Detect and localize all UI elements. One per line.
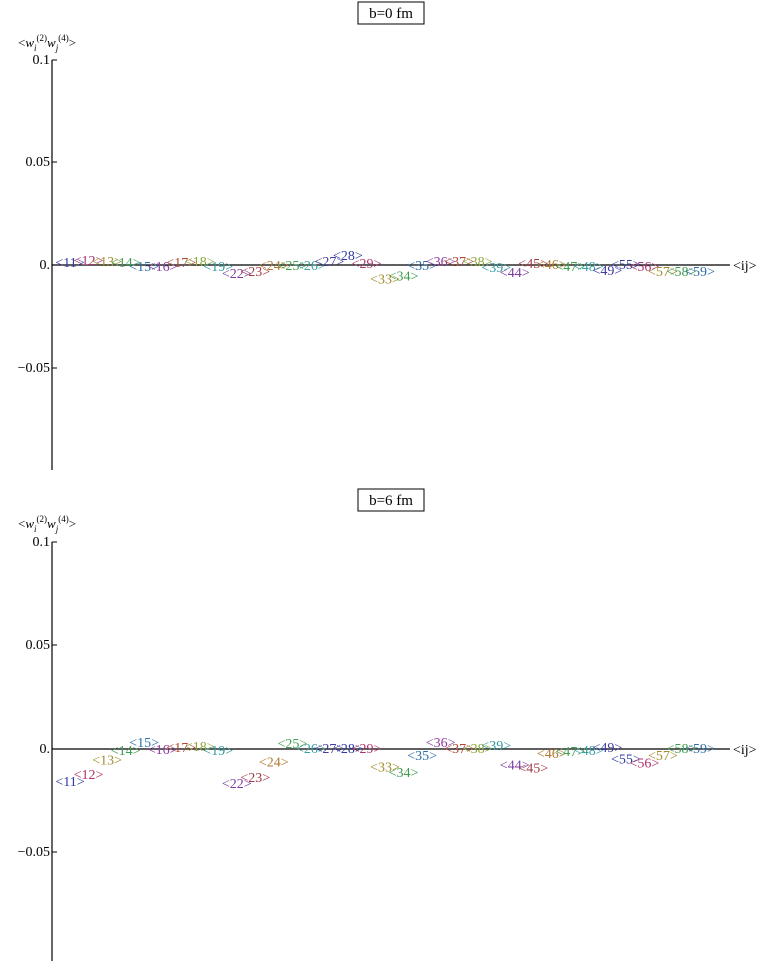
data-point-39: <39> bbox=[481, 261, 511, 276]
data-point-46: <46> bbox=[537, 258, 567, 273]
data-point-16: <16> bbox=[148, 260, 178, 275]
data-point-58: <58> bbox=[667, 265, 697, 280]
data-point-27: <27> bbox=[315, 255, 345, 270]
data-point-36: <36> bbox=[426, 736, 456, 751]
data-point-18: <18> bbox=[185, 740, 215, 755]
data-point-25: <25> bbox=[278, 737, 308, 752]
title-box bbox=[357, 488, 425, 512]
y-tick-label-0.1: 0.1 bbox=[33, 53, 51, 68]
data-point-24: <24> bbox=[259, 755, 289, 770]
data-point-24: <24> bbox=[259, 259, 289, 274]
data-point-11: <11> bbox=[55, 256, 84, 271]
chart-title: b=6 fm bbox=[369, 493, 413, 509]
data-point-48: <48> bbox=[574, 260, 604, 275]
data-point-59: <59> bbox=[685, 265, 715, 280]
data-point-18: <18> bbox=[185, 255, 215, 270]
data-point-44: <44> bbox=[500, 266, 530, 281]
y-tick-label-neg0.05: −0.05 bbox=[18, 361, 50, 376]
data-point-34: <34> bbox=[389, 766, 419, 781]
data-point-34: <34> bbox=[389, 269, 419, 284]
data-point-12: <12> bbox=[74, 254, 104, 269]
data-point-46: <46> bbox=[537, 747, 567, 762]
data-point-38: <38> bbox=[463, 742, 493, 757]
y-tick-label-neg0.05: −0.05 bbox=[18, 845, 50, 860]
data-point-56: <56> bbox=[630, 260, 660, 275]
y-tick-label-0.05: 0.05 bbox=[26, 638, 51, 653]
data-point-23: <23> bbox=[240, 265, 270, 280]
data-point-15: <15> bbox=[129, 736, 159, 751]
data-point-22: <22> bbox=[222, 777, 252, 792]
data-point-45: <45> bbox=[518, 257, 548, 272]
title-box bbox=[357, 1, 425, 25]
y-tick-label-0: 0. bbox=[40, 258, 51, 273]
data-point-33: <33> bbox=[370, 272, 400, 287]
y-axis-label: <wi(2)wj(4)> bbox=[18, 33, 76, 53]
chart-title: b=0 fm bbox=[369, 6, 413, 22]
data-point-13: <13> bbox=[92, 753, 122, 768]
data-point-38: <38> bbox=[463, 255, 493, 270]
data-point-29: <29> bbox=[352, 742, 382, 757]
chart-panel-b0: b=0 fm <wi(2)wj(4)> 0.1 0.05 0. −0.05 <i… bbox=[18, 1, 757, 470]
data-point-35: <35> bbox=[407, 749, 437, 764]
data-point-17: <17> bbox=[166, 741, 196, 756]
y-tick-label-0: 0. bbox=[40, 742, 51, 757]
data-point-17: <17> bbox=[166, 256, 196, 271]
data-point-14: <14> bbox=[111, 744, 141, 759]
data-point-16: <16> bbox=[148, 743, 178, 758]
y-tick-label-0.05: 0.05 bbox=[26, 155, 51, 170]
x-axis-label: <ij> bbox=[733, 259, 757, 274]
y-axis-label: <wi(2)wj(4)> bbox=[18, 514, 76, 534]
data-point-33: <33> bbox=[370, 761, 400, 776]
data-point-29: <29> bbox=[352, 257, 382, 272]
data-point-28: <28> bbox=[333, 742, 363, 757]
data-point-59: <59> bbox=[685, 742, 715, 757]
data-point-26: <26> bbox=[296, 259, 326, 274]
chart-panel-b6: b=6 fm <wi(2)wj(4)> 0.1 0.05 0. −0.05 <i… bbox=[18, 488, 757, 961]
data-point-49: <49> bbox=[593, 741, 623, 756]
data-points: <11><12><13><14><15><16><17><18><19> <22>… bbox=[55, 736, 715, 792]
data-point-12: <12> bbox=[74, 768, 104, 783]
data-point-25: <25> bbox=[278, 259, 308, 274]
data-point-57: <57> bbox=[648, 265, 678, 280]
data-point-23: <23> bbox=[240, 771, 270, 786]
data-point-36: <36> bbox=[426, 255, 456, 270]
data-points: <11><12><13><14><15><16><17><18><19><22>… bbox=[55, 249, 715, 288]
data-point-19: <19> bbox=[203, 260, 233, 275]
data-point-44: <44> bbox=[500, 759, 530, 774]
x-axis-label: <ij> bbox=[733, 743, 757, 758]
data-point-57: <57> bbox=[648, 749, 678, 764]
data-point-13: <13> bbox=[92, 255, 122, 270]
data-point-58: <58> bbox=[667, 742, 697, 757]
data-point-27: <27> bbox=[315, 742, 345, 757]
data-point-47: <47> bbox=[555, 745, 585, 760]
data-point-26: <26> bbox=[296, 742, 326, 757]
data-point-22: <22> bbox=[222, 267, 252, 282]
data-point-14: <14> bbox=[111, 256, 141, 271]
data-point-48: <48> bbox=[574, 744, 604, 759]
data-point-55: <55> bbox=[611, 752, 641, 767]
data-point-15: <15> bbox=[129, 260, 159, 275]
data-point-19: <19> bbox=[203, 744, 233, 759]
data-point-47: <47> bbox=[555, 260, 585, 275]
data-point-55: <55> bbox=[611, 258, 641, 273]
data-point-35: <35> bbox=[407, 259, 437, 274]
data-point-28: <28> bbox=[333, 249, 363, 264]
y-tick-label-0.1: 0.1 bbox=[33, 535, 51, 550]
data-point-37: <37> bbox=[444, 255, 474, 270]
data-point-11: <11> bbox=[55, 775, 84, 790]
data-point-49: <49> bbox=[593, 264, 623, 279]
data-point-56: <56> bbox=[630, 757, 660, 772]
data-point-37: <37> bbox=[444, 742, 474, 757]
data-point-45: <45> bbox=[518, 762, 548, 777]
data-point-39: <39> bbox=[481, 739, 511, 754]
